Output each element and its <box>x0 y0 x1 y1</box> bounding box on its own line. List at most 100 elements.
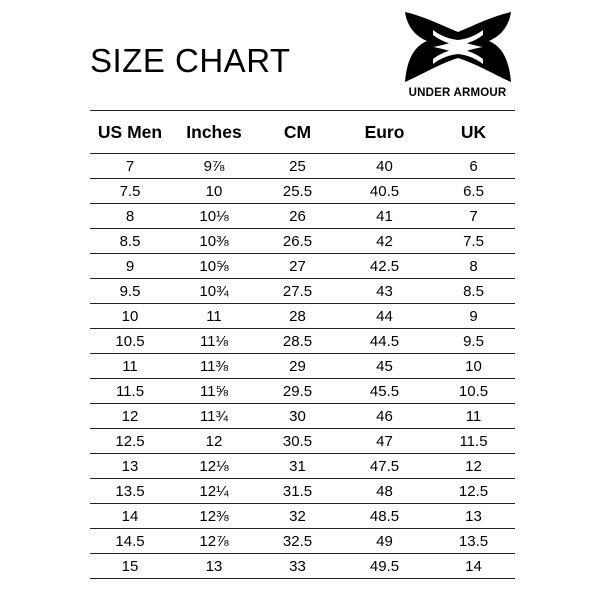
table-row: 8 10⅛ 26 41 7 <box>90 203 515 228</box>
table-cell: 47.5 <box>369 457 400 475</box>
table-cell: 40.5 <box>369 182 400 200</box>
table-cell: 14 <box>121 507 139 525</box>
table-cell: 43 <box>376 282 393 300</box>
table-row: 14 12⅜ 32 48.5 13 <box>90 503 515 528</box>
table-cell: 27.5 <box>282 282 313 300</box>
table-cell: 14 <box>465 557 482 575</box>
table-header-row: US Men Inches CM Euro UK <box>90 110 515 153</box>
table-cell: 11 <box>206 307 222 325</box>
table-cell: 40 <box>376 157 393 175</box>
table-cell: 12⅛ <box>199 457 229 475</box>
table-cell: 9 <box>469 307 478 325</box>
table-cell: 8.5 <box>119 232 141 250</box>
table-cell: 7.5 <box>463 232 484 250</box>
table-cell: 27 <box>289 257 306 275</box>
table-cell: 14.5 <box>115 532 145 550</box>
table-cell: 13 <box>205 557 223 575</box>
column-header: UK <box>460 121 487 142</box>
page-title: SIZE CHART <box>90 42 291 79</box>
table-cell: 10¾ <box>199 282 229 300</box>
table-cell: 13 <box>465 507 482 525</box>
table-row: 7.5 10 25.5 40.5 6.5 <box>90 178 515 203</box>
table-cell: 32.5 <box>282 532 313 550</box>
table-cell: 15 <box>121 557 139 575</box>
table-cell: 28 <box>289 307 306 325</box>
table-cell: 12 <box>121 407 139 425</box>
table-cell: 29.5 <box>282 382 313 400</box>
table-cell: 8 <box>125 207 135 225</box>
table-row: 12.5 12 30.5 47 11.5 <box>90 428 515 453</box>
column-header: Inches <box>186 121 242 142</box>
table-cell: 9 <box>125 257 135 275</box>
table-cell: 10⅛ <box>199 207 229 225</box>
table-cell: 13.5 <box>458 532 489 550</box>
table-cell: 42 <box>376 232 393 250</box>
table-cell: 41 <box>376 207 393 225</box>
table-cell: 7.5 <box>119 182 141 200</box>
table-cell: 10 <box>465 357 482 375</box>
table-cell: 12.5 <box>115 432 145 450</box>
table-row: 12 11¾ 30 46 11 <box>90 403 515 428</box>
table-row: 11.5 11⅝ 29.5 45.5 10.5 <box>90 378 515 403</box>
table-cell: 12⅞ <box>199 532 229 550</box>
table-cell: 26.5 <box>282 232 313 250</box>
table-cell: 44 <box>376 307 393 325</box>
table-cell: 44.5 <box>369 332 400 350</box>
table-cell: 25 <box>289 157 306 175</box>
column-header: Euro <box>364 121 405 142</box>
table-cell: 12¼ <box>199 482 229 500</box>
column-header: US Men <box>97 121 163 142</box>
table-cell: 45.5 <box>369 382 400 400</box>
table-cell: 31.5 <box>282 482 313 500</box>
table-cell: 46 <box>376 407 393 425</box>
table-cell: 11⅜ <box>199 357 229 375</box>
table-cell: 30 <box>289 407 306 425</box>
brand-logo: UNDER ARMOUR <box>395 10 520 102</box>
column-header: CM <box>283 121 312 142</box>
table-cell: 10⅜ <box>199 232 229 250</box>
table-row: 7 9⅞ 25 40 6 <box>90 153 515 178</box>
table-row: 8.5 10⅜ 26.5 42 7.5 <box>90 228 515 253</box>
table-cell: 48.5 <box>369 507 400 525</box>
table-cell: 47 <box>376 432 393 450</box>
table-cell: 10.5 <box>458 382 489 400</box>
table-cell: 11.5 <box>115 382 145 400</box>
table-cell: 11 <box>465 407 482 425</box>
table-cell: 32 <box>289 507 306 525</box>
table-cell: 7 <box>125 157 135 175</box>
table-row: 9 10⅝ 27 42.5 8 <box>90 253 515 278</box>
table-cell: 8.5 <box>463 282 484 300</box>
table-row: 10.5 11⅛ 28.5 44.5 9.5 <box>90 328 515 353</box>
table-cell: 6.5 <box>463 182 484 200</box>
table-cell: 6 <box>469 157 478 175</box>
table-row: 14.5 12⅞ 32.5 49 13.5 <box>90 528 515 553</box>
table-cell: 10 <box>121 307 139 325</box>
table-cell: 12 <box>205 432 223 450</box>
table-cell: 29 <box>289 357 306 375</box>
table-cell: 49.5 <box>369 557 400 575</box>
table-row: 11 11⅜ 29 45 10 <box>90 353 515 378</box>
table-cell: 31 <box>289 457 306 475</box>
table-cell: 13.5 <box>115 482 145 500</box>
table-cell: 12⅜ <box>199 507 229 525</box>
table-cell: 10⅝ <box>199 257 229 275</box>
table-row: 10 11 28 44 9 <box>90 303 515 328</box>
table-cell: 11⅛ <box>199 332 229 350</box>
table-cell: 25.5 <box>282 182 313 200</box>
table-row: 9.5 10¾ 27.5 43 8.5 <box>90 278 515 303</box>
size-chart-table: US Men Inches CM Euro UK 7 9⅞ 25 40 6 7.5 10 25.5 40… <box>90 110 515 579</box>
table-cell: 11 <box>122 357 138 375</box>
table-cell: 11¾ <box>199 407 229 425</box>
brand-name: UNDER ARMOUR <box>408 87 507 99</box>
table-cell: 9⅞ <box>203 157 225 175</box>
table-cell: 42.5 <box>369 257 400 275</box>
under-armour-logo-icon <box>405 12 511 82</box>
table-row: 13.5 12¼ 31.5 48 12.5 <box>90 478 515 503</box>
table-cell: 11.5 <box>459 432 488 450</box>
table-cell: 8 <box>469 257 478 275</box>
table-cell: 12.5 <box>458 482 489 500</box>
table-cell: 45 <box>376 357 393 375</box>
table-cell: 10 <box>205 182 223 200</box>
table-cell: 28.5 <box>282 332 313 350</box>
table-cell: 9.5 <box>463 332 484 350</box>
